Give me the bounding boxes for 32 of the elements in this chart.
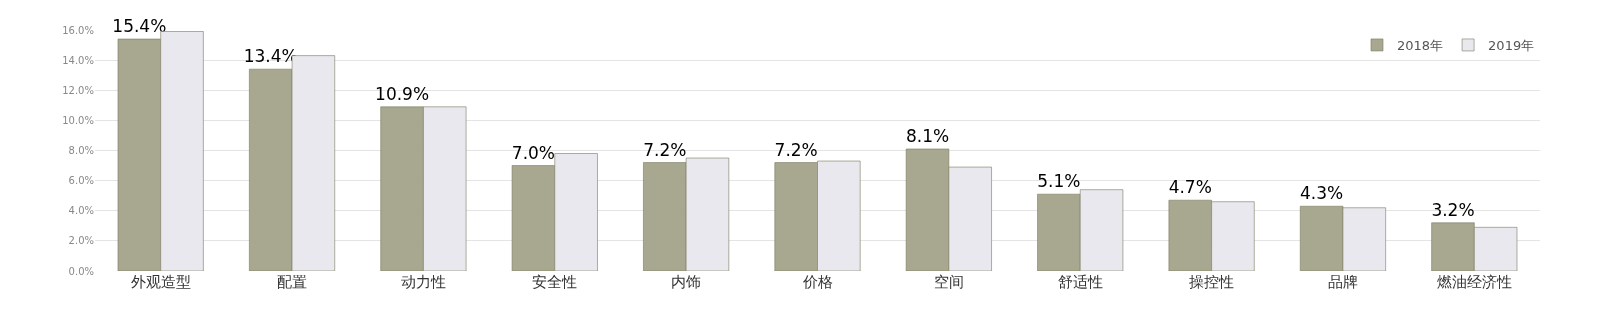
data-label: 7.2%: [774, 139, 818, 160]
y-tick-label: 16.0%: [62, 24, 94, 36]
y-tick-label: 0.0%: [68, 265, 94, 277]
data-label: 10.9%: [375, 83, 430, 104]
y-tick-label: 2.0%: [68, 235, 94, 247]
data-label: 4.7%: [1168, 177, 1212, 198]
x-tick-label: 操控性: [1189, 273, 1235, 291]
x-tick-label: 安全性: [532, 273, 578, 291]
legend-label: 2018年: [1397, 38, 1444, 54]
x-tick-label: 动力性: [400, 273, 446, 291]
data-label: 3.2%: [1431, 199, 1475, 220]
x-tick-label: 价格: [801, 273, 833, 291]
legend-label: 2019年: [1488, 38, 1535, 54]
data-label: 7.2%: [643, 139, 687, 160]
y-tick-label: 4.0%: [68, 205, 94, 217]
data-label: 15.4%: [112, 16, 167, 37]
y-tick-label: 10.0%: [62, 114, 94, 126]
x-tick-label: 空间: [933, 273, 964, 291]
x-tick-label: 品牌: [1327, 273, 1358, 291]
x-tick-label: 配置: [277, 273, 308, 291]
data-label: 4.3%: [1300, 183, 1344, 204]
x-tick-label: 燃油经济性: [1436, 273, 1512, 291]
y-tick-label: 6.0%: [68, 175, 94, 187]
x-tick-label: 外观造型: [130, 273, 191, 291]
data-label: 7.0%: [511, 142, 556, 163]
data-label: 5.1%: [1037, 171, 1081, 192]
y-tick-label: 8.0%: [68, 145, 94, 156]
x-tick-label: 内饰: [671, 273, 702, 291]
x-tick-label: 舒适性: [1057, 273, 1103, 291]
y-tick-label: 12.0%: [62, 84, 94, 96]
y-tick-label: 14.0%: [62, 54, 94, 66]
data-label: 8.1%: [905, 125, 950, 146]
